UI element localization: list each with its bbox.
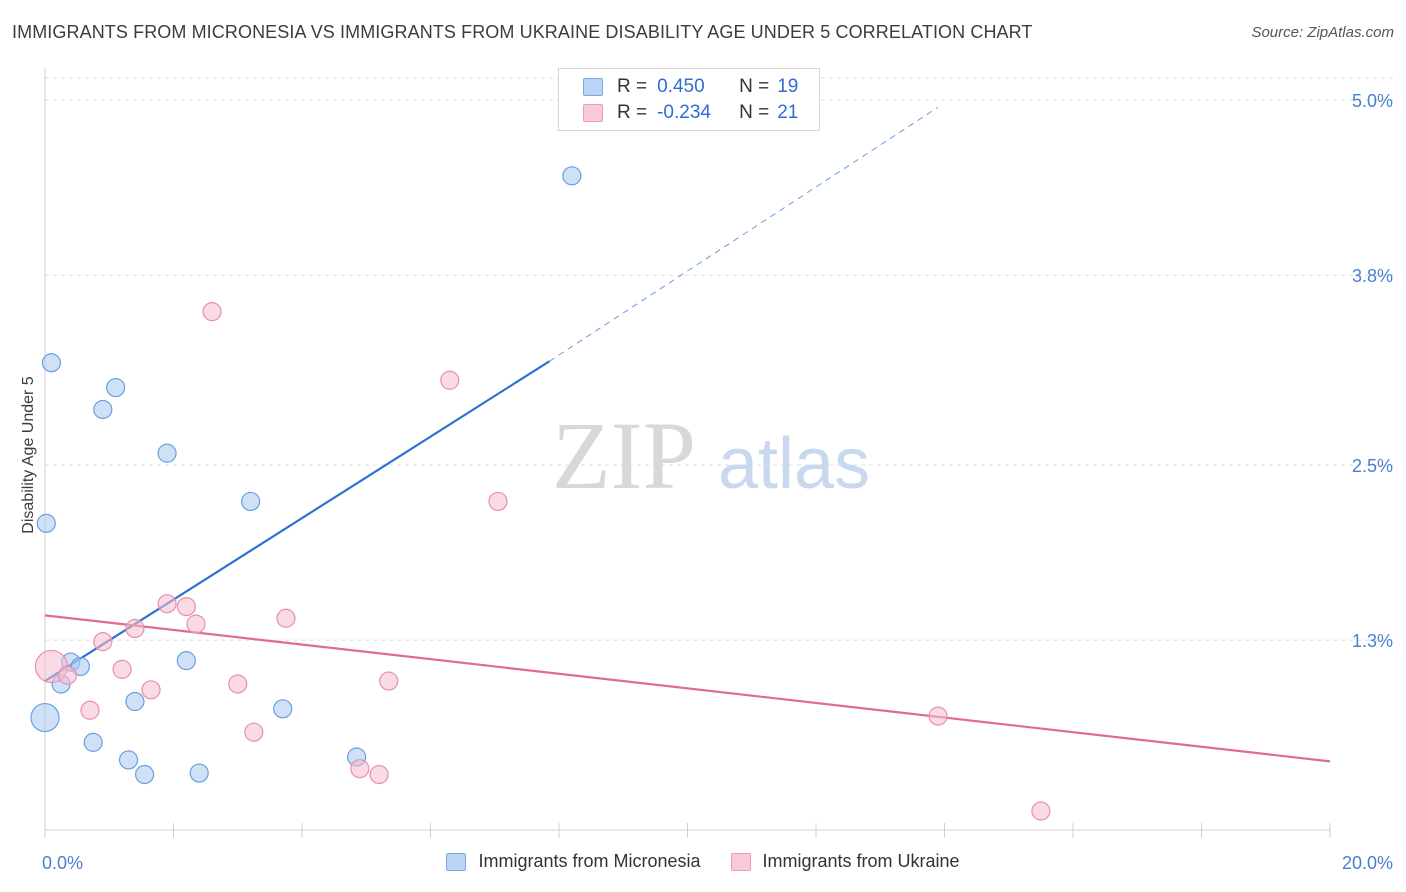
legend-n-label: N = — [739, 76, 770, 97]
data-points — [30, 166, 1051, 821]
point-micronesia — [241, 491, 261, 512]
x-tick-label: 0.0% — [42, 853, 83, 873]
trend-line-ukraine — [44, 614, 1331, 763]
point-ukraine — [57, 665, 78, 685]
y-tick-label: 3.8% — [1352, 266, 1393, 286]
legend-n-value: 21 — [777, 102, 799, 123]
legend-r-label: R = — [617, 102, 648, 123]
point-ukraine — [141, 680, 161, 700]
watermark: ZIP atlas — [552, 402, 870, 509]
y-axis-label: Disability Age Under 5 — [20, 376, 37, 534]
point-ukraine — [176, 596, 196, 617]
gridlines — [45, 77, 1395, 641]
trend-line-micronesia — [44, 360, 550, 682]
series-legend-micronesia: Immigrants from Micronesia — [446, 851, 701, 872]
point-ukraine — [125, 618, 145, 639]
point-ukraine — [112, 659, 132, 679]
series-swatch-micronesia — [446, 852, 467, 871]
point-ukraine — [276, 608, 296, 628]
point-ukraine — [350, 759, 370, 779]
point-ukraine — [93, 632, 113, 652]
point-micronesia — [93, 399, 113, 420]
point-micronesia — [189, 763, 209, 783]
point-micronesia — [83, 732, 103, 752]
point-micronesia — [41, 353, 62, 373]
chart-source: Source: ZipAtlas.com — [1251, 24, 1394, 41]
y-tick-label: 5.0% — [1352, 91, 1393, 111]
point-ukraine — [80, 700, 100, 720]
y-tick-label: 2.5% — [1352, 456, 1393, 476]
point-micronesia — [30, 702, 60, 733]
tick-labels: 1.3% 2.5% 3.8% 5.0% 0.0% 20.0% — [42, 91, 1393, 873]
series-swatch-ukraine — [730, 852, 751, 871]
x-tick-label: 20.0% — [1342, 853, 1393, 873]
point-ukraine — [1031, 801, 1051, 821]
point-ukraine — [202, 302, 222, 322]
legend-n-value: 19 — [777, 76, 799, 97]
point-micronesia — [176, 651, 196, 671]
point-ukraine — [379, 671, 399, 691]
legend-r-label: R = — [617, 76, 648, 97]
point-ukraine — [928, 706, 948, 726]
point-micronesia — [106, 377, 126, 398]
point-micronesia — [118, 750, 139, 770]
point-ukraine — [244, 722, 264, 742]
correlation-legend: R = 0.450 N = 19 R = -0.234 N = 21 — [558, 68, 820, 131]
point-micronesia — [562, 166, 582, 186]
point-micronesia — [125, 691, 145, 712]
series-label-ukraine: Immigrants from Ukraine — [762, 851, 960, 871]
legend-n-label: N = — [739, 102, 770, 123]
legend-swatch-ukraine — [583, 104, 603, 122]
legend-swatch-micronesia — [583, 78, 603, 96]
y-tick-label: 1.3% — [1352, 631, 1393, 651]
point-ukraine — [228, 674, 248, 694]
watermark-zip: ZIP — [552, 402, 696, 509]
series-legend-ukraine: Immigrants from Ukraine — [730, 851, 960, 872]
legend-row-micronesia: R = 0.450 N = 19 — [583, 75, 798, 99]
chart-title: IMMIGRANTS FROM MICRONESIA VS IMMIGRANTS… — [12, 22, 1033, 42]
point-ukraine — [488, 491, 508, 512]
series-label-micronesia: Immigrants from Micronesia — [478, 851, 701, 871]
point-ukraine — [440, 370, 460, 390]
point-ukraine — [369, 764, 389, 785]
point-micronesia — [36, 513, 56, 533]
point-micronesia — [273, 699, 293, 719]
legend-r-value: 0.450 — [657, 76, 705, 97]
point-micronesia — [157, 443, 177, 463]
axes — [44, 68, 1331, 838]
watermark-atlas: atlas — [718, 424, 870, 504]
legend-r-value: -0.234 — [657, 102, 711, 123]
legend-row-ukraine: R = -0.234 N = 21 — [583, 101, 798, 125]
point-ukraine — [186, 614, 206, 634]
series-legend: Immigrants from Micronesia Immigrants fr… — [0, 851, 1406, 872]
trend-extension-micronesia — [549, 106, 939, 362]
point-ukraine — [157, 594, 177, 614]
point-micronesia — [134, 764, 155, 785]
